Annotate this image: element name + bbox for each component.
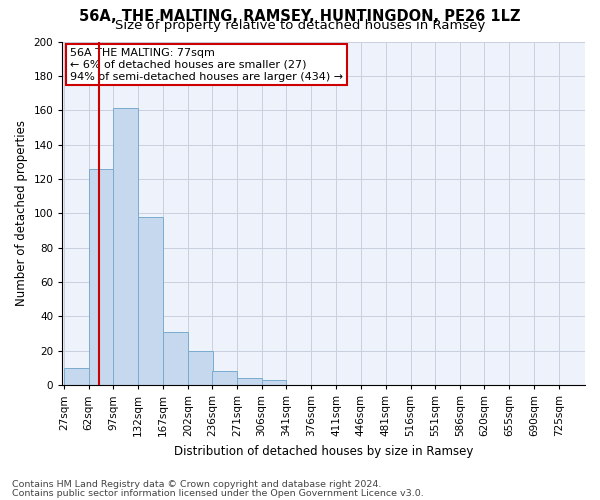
Text: 56A THE MALTING: 77sqm
← 6% of detached houses are smaller (27)
94% of semi-deta: 56A THE MALTING: 77sqm ← 6% of detached …: [70, 48, 343, 82]
Bar: [64, 368, 89, 385]
Bar: [138, 216, 163, 385]
Bar: [262, 380, 286, 385]
Bar: [212, 372, 237, 385]
Text: Contains HM Land Registry data © Crown copyright and database right 2024.: Contains HM Land Registry data © Crown c…: [12, 480, 382, 489]
Bar: [188, 350, 212, 385]
Bar: [163, 332, 188, 385]
Bar: [113, 108, 138, 385]
Bar: [89, 168, 113, 385]
Text: 56A, THE MALTING, RAMSEY, HUNTINGDON, PE26 1LZ: 56A, THE MALTING, RAMSEY, HUNTINGDON, PE…: [79, 9, 521, 24]
Text: Size of property relative to detached houses in Ramsey: Size of property relative to detached ho…: [115, 19, 485, 32]
Text: Contains public sector information licensed under the Open Government Licence v3: Contains public sector information licen…: [12, 488, 424, 498]
X-axis label: Distribution of detached houses by size in Ramsey: Distribution of detached houses by size …: [174, 444, 473, 458]
Bar: [237, 378, 262, 385]
Y-axis label: Number of detached properties: Number of detached properties: [15, 120, 28, 306]
